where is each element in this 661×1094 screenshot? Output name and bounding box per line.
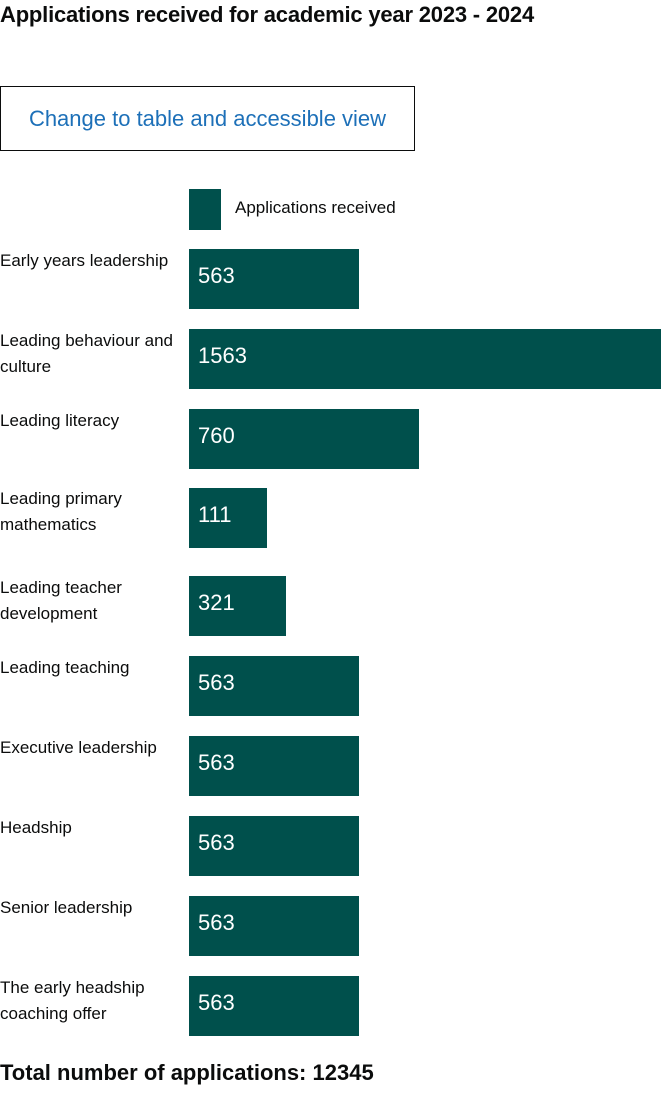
bar: 563: [189, 816, 359, 876]
bar: 563: [189, 249, 359, 309]
bar-value-label: 321: [198, 590, 235, 615]
bar: 563: [189, 976, 359, 1036]
bar: 321: [189, 576, 286, 636]
bar: 1563: [189, 329, 661, 389]
category-label: Headship: [0, 818, 72, 837]
category-label: Leading behaviour and culture: [0, 331, 173, 376]
bar-value-label: 563: [198, 670, 235, 695]
bar: 760: [189, 409, 419, 469]
total-value: 12345: [312, 1060, 374, 1085]
bar-value-label: 111: [198, 502, 232, 527]
category-label: Leading primary mathematics: [0, 489, 122, 534]
category-label: Leading teaching: [0, 658, 130, 677]
bar-value-label: 1563: [198, 343, 247, 368]
bar-value-label: 563: [198, 750, 235, 775]
change-to-table-view-button[interactable]: Change to table and accessible view: [0, 86, 415, 151]
category-label: Leading teacher development: [0, 578, 122, 623]
bar: 563: [189, 896, 359, 956]
category-label: The early headship coaching offer: [0, 978, 145, 1023]
category-label: Executive leadership: [0, 738, 157, 757]
chart-title: Applications received for academic year …: [0, 2, 534, 27]
total-applications: Total number of applications: 12345: [0, 1060, 374, 1086]
bar-value-label: 563: [198, 263, 235, 288]
bar-value-label: 563: [198, 910, 235, 935]
bar: 111: [189, 488, 267, 548]
category-label: Senior leadership: [0, 898, 133, 917]
category-label: Leading literacy: [0, 411, 120, 430]
category-label: Early years leadership: [0, 251, 169, 270]
bar: 563: [189, 736, 359, 796]
total-label: Total number of applications:: [0, 1060, 307, 1085]
legend-swatch: [189, 189, 221, 230]
legend-label: Applications received: [235, 198, 396, 217]
bar-value-label: 760: [198, 423, 235, 448]
bar-value-label: 563: [198, 990, 235, 1015]
bar-value-label: 563: [198, 830, 235, 855]
bar: 563: [189, 656, 359, 716]
